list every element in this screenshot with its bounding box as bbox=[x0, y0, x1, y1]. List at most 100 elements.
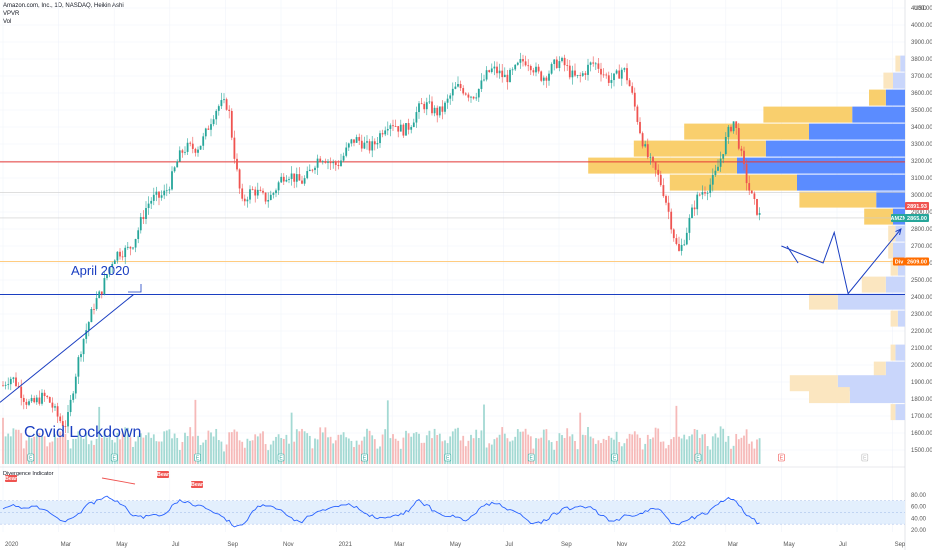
volume-profile-down-bar bbox=[895, 404, 905, 421]
time-axis-tick: May bbox=[116, 542, 127, 548]
candle-body bbox=[67, 412, 69, 427]
earnings-marker[interactable] bbox=[277, 453, 285, 462]
volume-bar bbox=[20, 433, 23, 464]
candle-body bbox=[498, 70, 501, 74]
volume-bar bbox=[657, 428, 660, 464]
volume-bar bbox=[282, 438, 285, 464]
candle-body bbox=[506, 74, 509, 83]
price-axis-tick: 1800.00 bbox=[911, 397, 932, 403]
last-price-tag-text: 2891.93 bbox=[907, 204, 927, 210]
candle-body bbox=[758, 213, 761, 215]
annotation-covid-lockdown[interactable]: Covid Lockdown bbox=[24, 424, 141, 441]
candle-body bbox=[706, 192, 709, 194]
price-axis-tick: 1700.00 bbox=[911, 414, 932, 420]
earnings-marker[interactable] bbox=[778, 453, 785, 462]
trend-line[interactable] bbox=[0, 294, 134, 403]
volume-bar bbox=[119, 439, 121, 464]
candle-body bbox=[314, 167, 316, 171]
candle-body bbox=[184, 151, 186, 153]
candle-body bbox=[483, 79, 485, 81]
volume-bar bbox=[223, 451, 225, 464]
volume-bar bbox=[459, 440, 462, 464]
volume-bar bbox=[488, 443, 491, 464]
earnings-marker[interactable] bbox=[694, 453, 702, 462]
candle-body bbox=[675, 238, 678, 244]
volume-bar bbox=[126, 427, 129, 464]
volume-bar bbox=[67, 439, 69, 464]
volume-profile-down-bar bbox=[849, 387, 905, 404]
candle-body bbox=[43, 392, 46, 397]
candle-body bbox=[212, 119, 215, 125]
candle-body bbox=[633, 92, 636, 107]
price-axis-tick: 1600.00 bbox=[911, 431, 932, 437]
volume-bar bbox=[355, 440, 358, 464]
candle-body bbox=[704, 192, 706, 194]
candle-body bbox=[537, 66, 540, 72]
volume-bar bbox=[145, 435, 147, 464]
candle-body bbox=[165, 190, 168, 192]
volume-profile-up-bar bbox=[869, 89, 886, 106]
volume-bar bbox=[561, 435, 563, 464]
current-price-tag[interactable] bbox=[905, 213, 929, 222]
candle-body bbox=[412, 122, 415, 128]
bear-signal-tag[interactable] bbox=[191, 481, 203, 488]
bear-signal-tag[interactable] bbox=[157, 471, 169, 478]
candle-body bbox=[111, 264, 114, 268]
candle-body bbox=[691, 207, 693, 218]
volume-bar bbox=[87, 444, 90, 464]
candle-body bbox=[688, 217, 691, 233]
candle-body bbox=[28, 401, 30, 405]
earnings-marker[interactable] bbox=[527, 453, 535, 462]
volume-bar bbox=[41, 436, 43, 464]
volume-bar bbox=[470, 434, 472, 464]
volume-bar bbox=[33, 436, 36, 464]
oscillator-line[interactable] bbox=[2, 495, 760, 528]
symbol-tag[interactable] bbox=[891, 213, 906, 222]
candle-body bbox=[657, 169, 660, 175]
bear-signal-tag[interactable] bbox=[5, 475, 17, 482]
dividend-tag[interactable] bbox=[893, 257, 905, 266]
earnings-marker-future[interactable] bbox=[861, 453, 869, 462]
volume-bar bbox=[150, 437, 153, 464]
volume-profile-down-bar bbox=[765, 140, 905, 157]
volume-bar bbox=[425, 435, 428, 464]
volume-bar bbox=[35, 431, 38, 464]
candle-body bbox=[381, 133, 384, 135]
earnings-marker[interactable] bbox=[27, 453, 35, 462]
candle-body bbox=[77, 357, 80, 377]
volume-bar bbox=[186, 436, 189, 464]
candle-body bbox=[597, 63, 600, 69]
candle-body bbox=[160, 195, 163, 198]
volume-bar bbox=[353, 447, 355, 464]
projection-path[interactable] bbox=[781, 228, 902, 295]
earnings-marker[interactable] bbox=[110, 453, 118, 462]
last-price-tag[interactable] bbox=[905, 202, 929, 211]
candle-body bbox=[550, 64, 553, 74]
earnings-marker[interactable] bbox=[361, 453, 368, 462]
candle-body bbox=[384, 130, 387, 135]
volume-bar bbox=[246, 438, 249, 464]
dividend-price-tag[interactable] bbox=[905, 257, 929, 266]
candle-body bbox=[558, 61, 561, 69]
earnings-marker[interactable] bbox=[194, 453, 201, 462]
candle-body bbox=[139, 217, 142, 231]
earnings-marker[interactable] bbox=[611, 453, 618, 462]
bear-signal-label: Bear bbox=[157, 472, 170, 478]
volume-profile-up-bar bbox=[890, 310, 898, 327]
volume-bar bbox=[602, 438, 605, 464]
volume-bar bbox=[319, 427, 322, 464]
candle-body bbox=[295, 174, 298, 182]
volume-bar bbox=[730, 448, 732, 464]
volume-bar bbox=[111, 439, 114, 464]
earnings-marker[interactable] bbox=[444, 453, 452, 462]
candle-body bbox=[337, 164, 340, 167]
indicator-vpvr-label[interactable]: VPVR bbox=[3, 11, 20, 17]
volume-bar bbox=[737, 439, 740, 464]
volume-bar bbox=[519, 431, 522, 464]
candle-body bbox=[113, 260, 116, 265]
volume-bar bbox=[740, 437, 743, 464]
volume-profile-up-bar bbox=[890, 344, 896, 361]
indicator-vol-label[interactable]: Vol bbox=[3, 19, 12, 25]
annotation-april-2020[interactable]: April 2020 bbox=[71, 263, 130, 278]
